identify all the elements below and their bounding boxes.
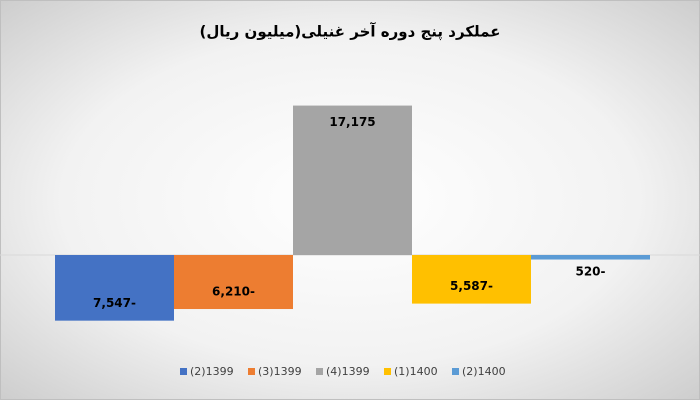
legend-label: (3)1399 xyxy=(258,365,302,378)
data-label: 5,587- xyxy=(450,279,493,293)
bar xyxy=(412,255,531,304)
bar xyxy=(55,255,174,321)
bar xyxy=(531,255,650,260)
legend-label: (2)1399 xyxy=(190,365,234,378)
legend-label: (2)1400 xyxy=(462,365,506,378)
data-label: 520- xyxy=(575,265,605,279)
bar xyxy=(174,255,293,310)
legend-swatch xyxy=(384,368,391,375)
legend-swatch xyxy=(316,368,323,375)
chart-title: عملکرد پنج دوره آخر غنیلی(میلیون ریال) xyxy=(200,23,501,42)
data-label: 7,547- xyxy=(93,296,136,310)
legend-swatch xyxy=(452,368,459,375)
data-label: 6,210- xyxy=(212,285,255,299)
bar xyxy=(293,105,412,255)
data-label: 17,175 xyxy=(329,115,375,129)
legend-swatch xyxy=(180,368,187,375)
legend-swatch xyxy=(248,368,255,375)
legend-label: (1)1400 xyxy=(394,365,438,378)
legend-label: (4)1399 xyxy=(326,365,370,378)
